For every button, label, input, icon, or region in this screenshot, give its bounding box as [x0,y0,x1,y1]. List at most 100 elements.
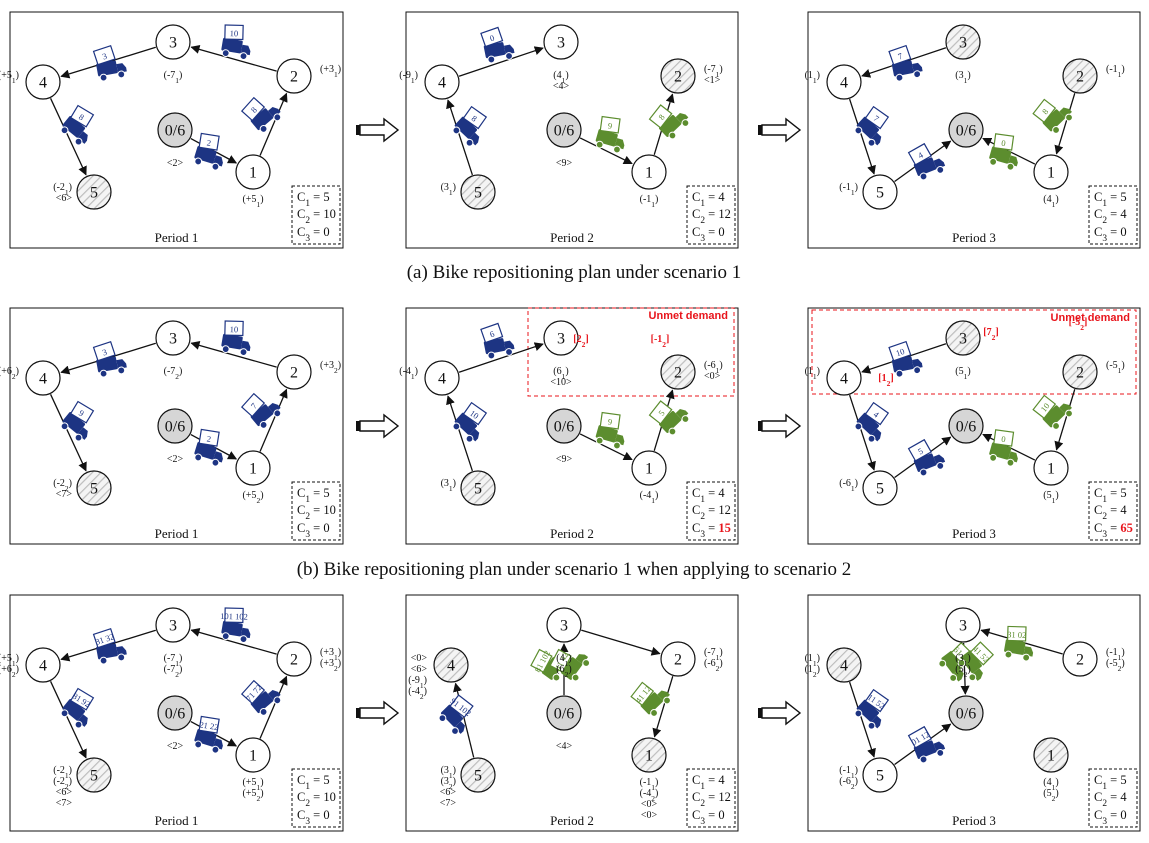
edge-4-to-5 [848,394,876,471]
node-label: 3 [169,331,177,348]
edge-06-to-1 [579,137,633,165]
truck-icon: 31 02 [1004,625,1034,662]
truck-load-label: 5 [656,408,666,418]
truck-load-label: 0 [488,33,495,44]
truck-load-label: 31 02 [1007,629,1026,640]
node-depot: 0/6 <2> [157,112,193,169]
node-label: 1 [249,748,257,765]
edge-4-to-5 [49,681,87,759]
edge-4-to-3 [458,46,544,77]
cost-box [1088,768,1138,828]
cost-box [686,768,736,828]
truck-icon: 10 [888,340,923,378]
truck-load-label: 10 [895,346,906,358]
node-annotation: (31) [441,765,456,780]
truck-icon: 5 [648,400,690,436]
truck-load-label: 8 [470,113,479,124]
truck-icon: 7 [888,44,923,82]
truck-icon: 7 [240,392,282,429]
truck-load-label: 21 22 [199,719,219,732]
node-label: 0/6 [956,123,976,140]
node-5: 5 (31) [441,470,496,506]
period-title: Period 3 [952,813,996,828]
node-annotation: (41) [1043,777,1058,792]
truck-icon: 8 [1032,98,1073,134]
node-label: 2 [1076,365,1084,382]
node-annotation: <1> [704,75,721,86]
node-label: 4 [447,658,455,675]
cost-c3-red-value: 15 [718,521,731,535]
node-annotation: <4> [553,81,570,92]
node-label: 4 [840,371,848,388]
unmet-value: [22] [573,334,588,349]
node-annotation: (12) [805,664,820,679]
node-4: 4 (11) [805,64,862,100]
node-label: 2 [674,69,682,86]
truck-icon: 5 [907,438,946,477]
node-label: 5 [474,768,482,785]
node-3: 3 (51) [945,320,981,381]
node-label: 2 [1076,69,1084,86]
arrow-right-icon [356,413,400,439]
arrow-right-icon [356,700,400,726]
truck-icon: 6 [480,322,515,360]
cost-box [1088,481,1138,541]
node-label: 2 [290,652,298,669]
node-annotation: (31) [441,182,456,197]
node-label: 5 [474,185,482,202]
node-label: 1 [1047,748,1055,765]
node-annotation: (61) [553,366,568,381]
node-3: 3(-71)(-72) [155,607,191,679]
node-annotation: <2> [167,741,184,752]
truck-icon: 3 [92,44,127,82]
period-title: Period 2 [550,230,594,245]
period-title: Period 2 [550,813,594,828]
node-annotation: <6> [56,787,73,798]
period-title: Period 1 [155,813,199,828]
node-label: 2 [674,365,682,382]
truck-icon: 01 12 [907,725,946,764]
node-label: 3 [169,618,177,635]
node-annotation: (41) [556,653,571,668]
node-4: 4(-41) [399,360,460,396]
truck-load-label: 0 [1001,138,1007,148]
cost-box [291,481,341,541]
node-label: 4 [39,75,47,92]
node-3: 3(-71) [155,24,191,85]
truck-load-label: 4 [872,409,882,420]
edge-1-to-2 [259,675,288,739]
unmet-demand-box [811,309,1137,395]
truck-load-label: 7 [249,401,259,411]
period-title: Period 1 [155,526,199,541]
truck-load-label: 7 [897,51,904,62]
node-label: 5 [876,481,884,498]
cost-box [291,768,341,828]
node-label: 5 [876,768,884,785]
node-label: 1 [1047,461,1055,478]
node-label: 3 [557,331,565,348]
truck-load-label: 9 [607,416,613,426]
edge-2-to-3 [190,44,277,72]
node-annotation: <2> [167,158,184,169]
edge-5-to-4 [446,99,474,176]
node-label: 4 [438,371,446,388]
truck-icon: 8 [240,96,282,133]
node-2: 2 (+31)(+32) [276,641,341,677]
node-4: 4 (11)(12) [805,647,862,683]
truck-icon: 8 [452,105,488,147]
node-label: 0/6 [165,419,185,436]
truck-icon: 10 [452,401,488,443]
edge-2-to-3 [190,627,277,655]
edge-3-to-2 [581,629,661,656]
truck-icon: 71 72 [240,679,282,716]
node-annotation: <0> [641,799,658,810]
edge-4-to-5 [848,681,876,758]
node-depot: 0/6 <9> [546,408,582,465]
node-label: 1 [645,461,653,478]
node-annotation: (31) [955,653,970,668]
node-label: 3 [557,35,565,52]
node-depot: 0/6 [948,695,984,731]
node-annotation: <7> [56,798,73,809]
